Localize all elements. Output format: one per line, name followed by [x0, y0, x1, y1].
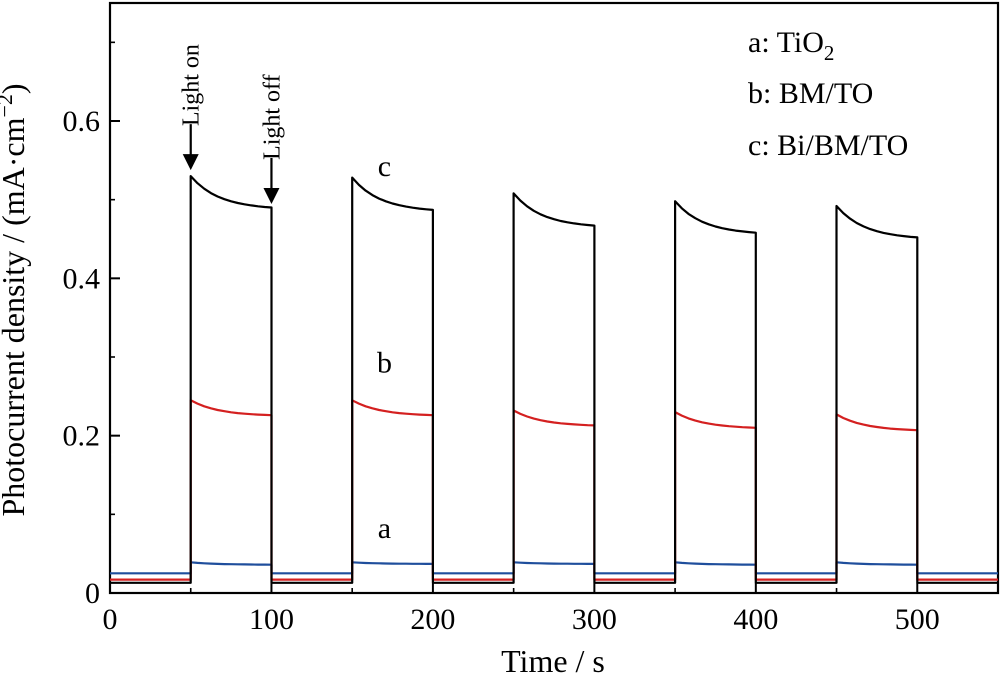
plot-frame: [108, 1, 1000, 595]
y-axis-label-sup: −2: [0, 94, 17, 117]
annotation-arrow-head: [182, 154, 199, 171]
annotation-layer: Light on Light off: [179, 44, 285, 204]
y-tick-label-0: 0: [85, 577, 100, 610]
x-tick-label-200: 200: [410, 603, 455, 636]
x-tick-label-300: 300: [572, 603, 617, 636]
series-line-b: [110, 399, 998, 581]
x-tick-label-500: 500: [895, 603, 940, 636]
x-tick-label-100: 100: [249, 603, 294, 636]
legend-text-b: BM/TO: [779, 77, 873, 110]
series-layer: a b c: [110, 150, 998, 584]
series-tag-b: b: [377, 347, 392, 380]
legend-letter-c: c:: [748, 129, 770, 162]
annotation-label: Light off: [259, 74, 285, 160]
y-axis-label-main: Photocurrent density / (mA·cm: [0, 117, 31, 516]
plot-border: [108, 1, 1000, 595]
y-tick-label-0.2: 0.2: [63, 420, 101, 453]
legend-entry-b: b: BM/TO: [748, 77, 873, 110]
annotation-arrow-head: [263, 187, 280, 204]
legend-entry-c: c: Bi/BM/TO: [748, 129, 908, 162]
series-line-a: [110, 561, 998, 575]
y-axis-label: Photocurrent density / (mA·cm−2): [0, 83, 31, 516]
x-axis-label: Time / s: [501, 643, 605, 679]
y-axis: 0 0.2 0.4 0.6: [63, 41, 120, 610]
annotation-light-on: Light on: [179, 44, 205, 171]
legend-text-c: Bi/BM/TO: [777, 129, 908, 162]
annotation-label: Light on: [179, 44, 205, 126]
annotation-light-off: Light off: [259, 74, 285, 204]
x-axis: 0 100 200 300 400 500: [103, 583, 940, 636]
series-line-c: [110, 175, 998, 584]
legend-letter-b: b:: [748, 77, 771, 110]
x-tick-label-0: 0: [103, 603, 118, 636]
series-tag-c: c: [378, 150, 391, 183]
y-tick-label-0.4: 0.4: [63, 262, 101, 295]
y-axis-label-close: ): [0, 83, 31, 94]
legend-text-a: TiO: [777, 26, 824, 59]
legend: a: TiO2 b: BM/TO c: Bi/BM/TO: [748, 26, 908, 162]
legend-entry-a: a: TiO2: [748, 26, 834, 65]
legend-sub-a: 2: [824, 41, 835, 65]
legend-letter-a: a:: [748, 26, 770, 59]
y-tick-label-0.6: 0.6: [63, 105, 101, 138]
x-tick-label-400: 400: [733, 603, 778, 636]
series-tag-a: a: [378, 512, 391, 545]
